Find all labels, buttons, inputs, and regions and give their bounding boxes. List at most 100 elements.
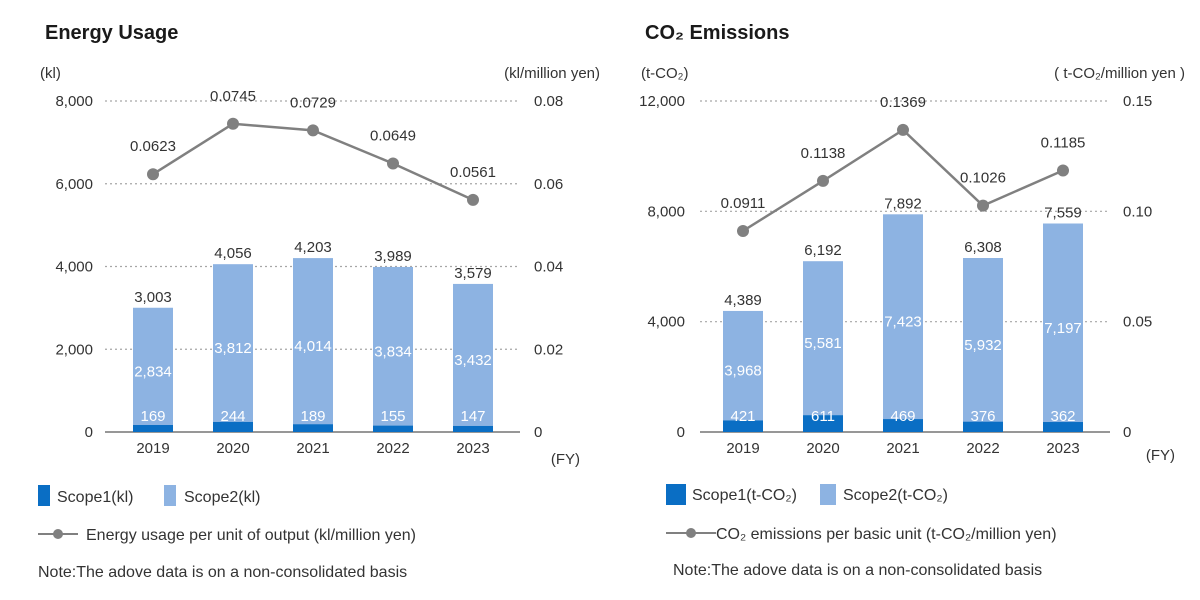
legend-label-intensity: CO₂ emissions per basic unit (t-CO₂/mill… — [716, 526, 1057, 543]
legend-line-marker — [686, 528, 696, 538]
data-label-scope1: 469 — [890, 408, 915, 425]
legend-swatch-scope2 — [164, 485, 176, 506]
x-tick-label: 2019 — [726, 440, 759, 457]
data-label-scope2: 4,014 — [294, 338, 332, 355]
y2-tick-label: 0.02 — [534, 341, 563, 358]
legend-label-scope1: Scope1(kl) — [57, 489, 133, 506]
data-label-scope2: 3,432 — [454, 352, 492, 369]
bar-scope2 — [213, 264, 253, 422]
intensity-point — [1057, 164, 1069, 177]
note: Note:The adove data is on a non-consolid… — [673, 562, 1042, 579]
intensity-point — [147, 168, 159, 181]
chart-title: CO₂ Emissions — [645, 22, 789, 44]
legend-line-marker — [53, 529, 63, 539]
right-axis-unit: ( t-CO₂/million yen ) — [1054, 65, 1185, 82]
data-label-total: 7,892 — [884, 195, 922, 212]
intensity-point — [977, 199, 989, 212]
left-axis-unit: (kl) — [40, 65, 61, 82]
x-tick-label: 2022 — [376, 440, 409, 457]
data-label-total: 7,559 — [1044, 204, 1082, 221]
data-label-total: 6,308 — [964, 239, 1002, 256]
intensity-point — [387, 157, 399, 170]
data-label-total: 3,579 — [454, 265, 492, 282]
y2-tick-label: 0 — [1123, 424, 1131, 441]
y2-tick-label: 0.05 — [1123, 314, 1152, 331]
y-tick-label: 2,000 — [55, 341, 93, 358]
intensity-label: 0.1026 — [960, 170, 1006, 187]
legend-label-scope1: Scope1(t-CO₂) — [692, 487, 797, 504]
x-tick-label: 2019 — [136, 440, 169, 457]
bar-scope1 — [723, 420, 763, 432]
data-label-total: 3,003 — [134, 289, 172, 306]
note: Note:The adove data is on a non-consolid… — [38, 564, 407, 581]
data-label-scope1: 169 — [140, 408, 165, 425]
y2-tick-label: 0.04 — [534, 259, 563, 276]
bar-scope1 — [213, 421, 253, 432]
y-tick-label: 0 — [85, 424, 93, 441]
y-tick-label: 6,000 — [55, 176, 93, 193]
data-label-scope2: 7,197 — [1044, 320, 1082, 337]
intensity-point — [467, 193, 479, 206]
data-label-scope1: 155 — [380, 408, 405, 425]
legend-label-scope2: Scope2(kl) — [184, 489, 260, 506]
x-tick-label: 2021 — [296, 440, 329, 457]
legend-swatch-scope1 — [38, 485, 50, 506]
x-tick-label: 2023 — [456, 440, 489, 457]
intensity-label: 0.0623 — [130, 138, 176, 155]
bar-scope2 — [883, 214, 923, 420]
data-label-scope2: 7,423 — [884, 314, 922, 331]
intensity-label: 0.0561 — [450, 164, 496, 181]
bar-scope1 — [803, 415, 843, 432]
intensity-point — [227, 117, 239, 130]
data-label-scope2: 2,834 — [134, 363, 172, 380]
data-label-scope1: 611 — [811, 408, 835, 425]
x-axis-unit: (FY) — [551, 451, 580, 468]
bar-scope2 — [133, 307, 173, 426]
bar-scope2 — [293, 258, 333, 425]
x-axis-unit: (FY) — [1146, 447, 1175, 464]
intensity-point — [737, 224, 749, 237]
data-label-total: 3,989 — [374, 248, 412, 265]
x-tick-label: 2020 — [216, 440, 249, 457]
bar-scope1 — [373, 425, 413, 432]
y-tick-label: 4,000 — [647, 314, 685, 331]
intensity-label: 0.0649 — [370, 127, 416, 144]
data-label-scope2: 3,968 — [724, 363, 762, 380]
y2-tick-label: 0.10 — [1123, 203, 1152, 220]
data-label-total: 4,056 — [214, 245, 252, 262]
intensity-point — [817, 174, 829, 187]
bar-scope2 — [963, 258, 1003, 422]
data-label-total: 4,203 — [294, 239, 332, 256]
data-label-scope2: 5,581 — [804, 335, 842, 352]
data-label-scope1: 421 — [730, 408, 755, 425]
intensity-point — [897, 123, 909, 136]
data-label-scope2: 3,812 — [214, 340, 252, 357]
data-label-total: 4,389 — [724, 292, 762, 309]
bar-scope1 — [453, 425, 493, 432]
intensity-label: 0.1185 — [1041, 135, 1086, 152]
legend: Scope1(kl) Scope2(kl) Energy usage per u… — [38, 485, 416, 544]
bar-scope2 — [723, 310, 763, 421]
y2-tick-label: 0.08 — [534, 93, 563, 110]
plot-area: 0 2,000 4,000 6,000 8,000 0 0.02 0.04 0.06 0.08 16… — [55, 88, 563, 457]
x-tick-label: 2022 — [966, 440, 999, 457]
data-label-scope1: 376 — [970, 408, 995, 425]
bar-scope1 — [1043, 422, 1083, 432]
bar-scope2 — [1043, 223, 1083, 423]
bar-scope1 — [133, 425, 173, 432]
data-label-scope2: 3,834 — [374, 343, 412, 360]
legend-swatch-scope2 — [820, 484, 836, 505]
data-label-total: 6,192 — [804, 242, 842, 259]
right-axis-unit: (kl/million yen) — [504, 65, 600, 82]
x-tick-label: 2021 — [886, 440, 919, 457]
plot-area: 0 4,000 8,000 12,000 0 0.05 0.10 0.15 421 3,968 4,… — [639, 93, 1152, 457]
bar-scope1 — [963, 421, 1003, 432]
intensity-label: 0.1138 — [801, 145, 846, 162]
data-label-scope1: 147 — [460, 408, 485, 425]
bar-scope2 — [373, 266, 413, 426]
x-tick-label: 2020 — [806, 440, 839, 457]
chart-title: Energy Usage — [45, 22, 178, 44]
intensity-label: 0.0911 — [721, 195, 766, 212]
y-tick-label: 4,000 — [55, 259, 93, 276]
